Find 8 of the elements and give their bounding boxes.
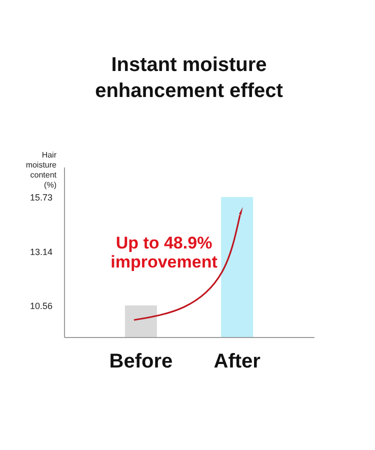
x-tick-label: After: [214, 350, 261, 372]
y-tick-label: 10.56: [30, 300, 52, 311]
annotation: Up to 48.9% improvement: [110, 234, 218, 272]
x-tick-label: Before: [109, 350, 173, 372]
chart-title: Instant moisture enhancement effect: [95, 54, 284, 102]
y-tick-label: 13.14: [30, 246, 52, 257]
y-tick-label: 15.73: [30, 192, 52, 202]
y-axis-title: Hair moisture content (%): [26, 150, 58, 190]
